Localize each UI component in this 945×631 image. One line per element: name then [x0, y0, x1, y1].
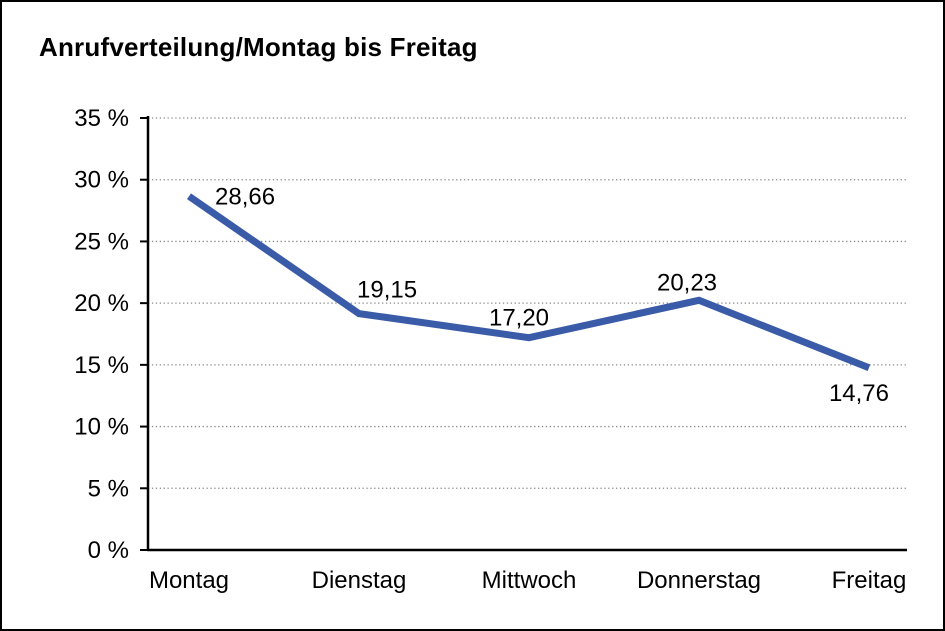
- x-category-label: Freitag: [832, 567, 907, 594]
- y-tick-label: 15 %: [74, 352, 129, 379]
- data-point-label: 14,76: [829, 380, 889, 407]
- y-tick-label: 30 %: [74, 167, 129, 194]
- y-tick-label: 35 %: [74, 105, 129, 132]
- y-tick-label: 25 %: [74, 228, 129, 255]
- y-tick-label: 10 %: [74, 414, 129, 441]
- y-tick-label: 5 %: [88, 475, 129, 502]
- x-category-label: Montag: [149, 567, 229, 594]
- data-point-label: 28,66: [215, 183, 275, 210]
- data-point-label: 17,20: [489, 305, 549, 332]
- x-category-label: Dienstag: [312, 567, 407, 594]
- y-tick-label: 0 %: [88, 537, 129, 564]
- x-category-label: Donnerstag: [637, 567, 761, 594]
- x-category-label: Mittwoch: [482, 567, 577, 594]
- data-point-label: 20,23: [657, 269, 717, 296]
- y-tick-label: 20 %: [74, 290, 129, 317]
- chart-title: Anrufverteilung/Montag bis Freitag: [39, 32, 478, 62]
- data-point-label: 19,15: [357, 277, 417, 304]
- data-series-line: [187, 193, 871, 372]
